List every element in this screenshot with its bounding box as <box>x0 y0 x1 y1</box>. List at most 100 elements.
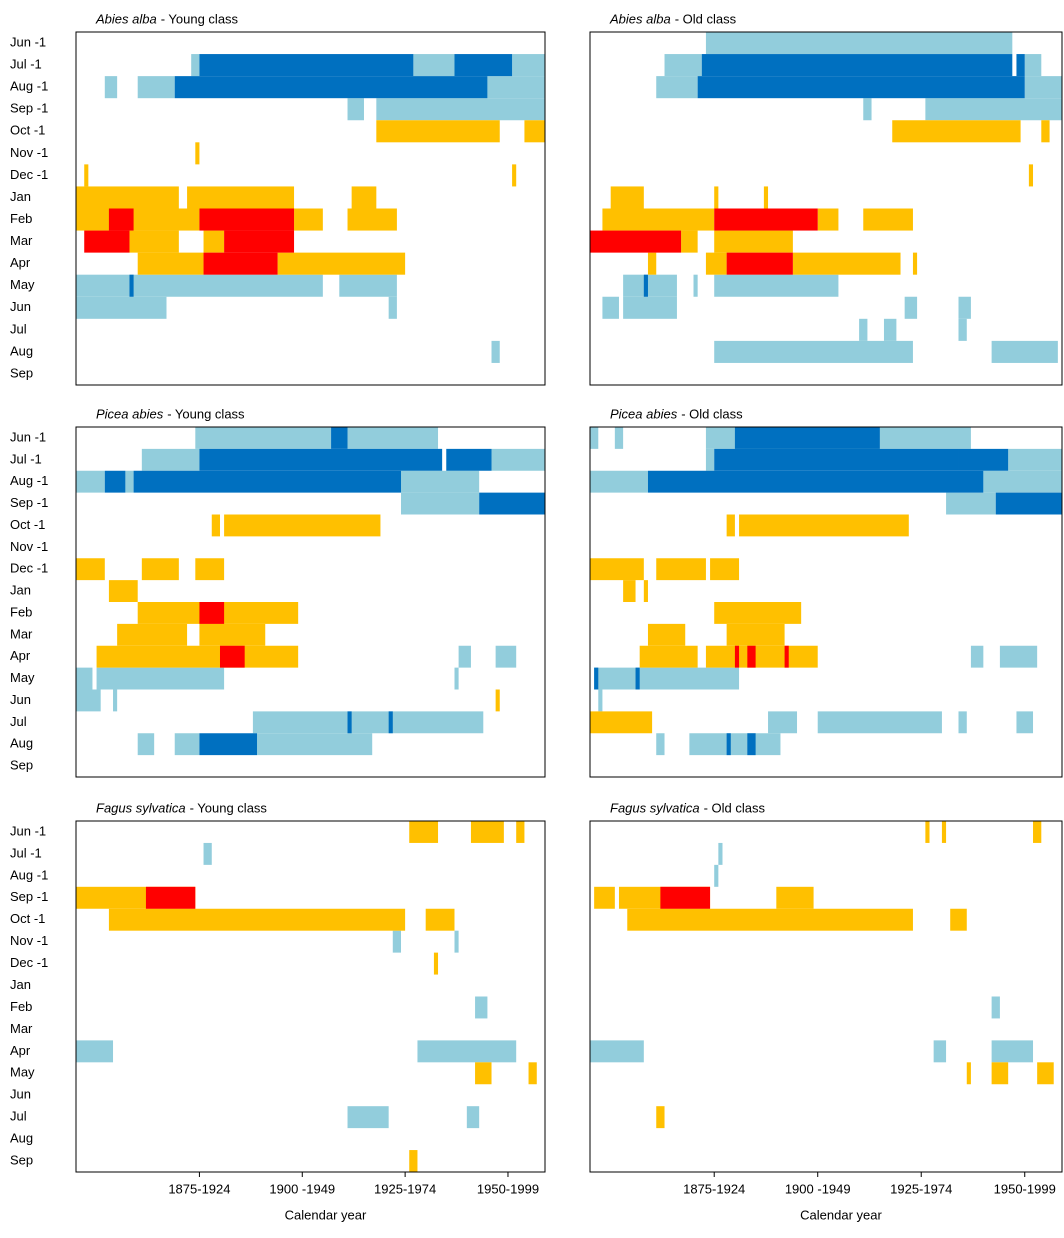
segment <box>413 54 455 77</box>
segment <box>466 1106 480 1129</box>
segment <box>224 230 295 253</box>
row-label: Mar <box>10 233 33 248</box>
panel-frame <box>589 426 1063 778</box>
segment <box>590 230 682 253</box>
segment <box>495 645 517 668</box>
segment <box>76 558 105 581</box>
segment <box>739 514 909 537</box>
segment <box>639 645 698 668</box>
row-label: Jun <box>10 692 31 707</box>
segment <box>714 602 802 624</box>
segment <box>108 908 406 931</box>
row-label: Jan <box>10 189 31 204</box>
row-label: May <box>10 1065 35 1080</box>
segment <box>647 623 686 646</box>
segment <box>958 318 967 341</box>
segment <box>623 274 677 297</box>
panel-species: Picea abies <box>610 406 678 421</box>
segment <box>528 1062 537 1085</box>
segment <box>598 689 603 712</box>
segment <box>137 252 204 275</box>
segment <box>203 252 278 275</box>
segment <box>594 667 599 690</box>
segment <box>475 996 488 1019</box>
row-label: Oct -1 <box>10 123 45 138</box>
segment <box>817 208 839 231</box>
segment <box>614 427 624 449</box>
x-tick-label: 1925-1974 <box>374 1181 436 1196</box>
segment <box>817 711 942 734</box>
x-axis-label: Calendar year <box>285 1207 367 1222</box>
row-label: Sep <box>10 1152 33 1167</box>
segment <box>199 448 443 471</box>
segment <box>941 821 947 843</box>
segment <box>1037 1062 1054 1085</box>
segment <box>958 448 1009 471</box>
row-label: Apr <box>10 648 31 663</box>
panel-species: Fagus sylvatica <box>610 800 700 815</box>
segment <box>590 470 648 493</box>
row-label: Jun -1 <box>10 823 46 838</box>
segment <box>1016 711 1034 734</box>
segment <box>487 76 545 99</box>
segment <box>347 1106 389 1129</box>
row-label: Dec -1 <box>10 955 48 970</box>
row-label: Nov -1 <box>10 145 48 160</box>
row-label: Jul -1 <box>10 451 42 466</box>
segment <box>623 296 677 319</box>
segment <box>714 864 719 887</box>
segment <box>602 296 619 319</box>
segment <box>339 274 397 297</box>
segment <box>129 274 134 297</box>
segment <box>705 252 727 275</box>
segment <box>174 76 488 99</box>
segment <box>446 448 492 471</box>
segment <box>734 645 740 668</box>
segment <box>590 711 653 734</box>
segment <box>958 296 971 319</box>
segment <box>1033 821 1042 843</box>
segment <box>714 340 913 363</box>
segment <box>512 54 545 77</box>
row-label: Feb <box>10 999 32 1014</box>
segment <box>376 120 500 143</box>
segment <box>991 1040 1034 1063</box>
segment <box>714 208 818 231</box>
segment <box>970 645 984 668</box>
x-tick-label: 1875-1924 <box>683 1181 745 1196</box>
row-label: Aug -1 <box>10 473 48 488</box>
segment <box>776 886 814 909</box>
segment <box>792 252 901 275</box>
row-label: Sep -1 <box>10 101 48 116</box>
segment <box>656 733 665 756</box>
row-label: Sep -1 <box>10 495 48 510</box>
segment <box>219 645 245 668</box>
x-axis-label: Calendar year <box>800 1207 882 1222</box>
segment <box>656 76 698 99</box>
segment <box>950 908 967 931</box>
segment <box>697 76 1025 99</box>
segment <box>401 470 480 493</box>
segment <box>257 733 373 756</box>
segment <box>590 558 644 581</box>
segment <box>96 645 299 668</box>
segment <box>129 230 179 253</box>
segment <box>610 186 644 209</box>
segment <box>643 580 648 602</box>
row-label: Sep <box>10 365 33 380</box>
segment <box>491 340 500 363</box>
segment <box>203 230 225 253</box>
row-label: Jul <box>10 1109 27 1124</box>
segment <box>195 142 200 165</box>
x-tick-label: 1950-1999 <box>994 1181 1056 1196</box>
panel-title: - Young class <box>167 406 245 421</box>
segment <box>647 470 984 493</box>
segment <box>76 667 93 690</box>
segment <box>983 470 1062 493</box>
panel-frame <box>589 31 1063 386</box>
segment <box>113 689 118 712</box>
row-label: Jun -1 <box>10 34 46 49</box>
segment <box>224 514 381 537</box>
segment <box>174 733 200 756</box>
segment <box>966 1062 971 1085</box>
